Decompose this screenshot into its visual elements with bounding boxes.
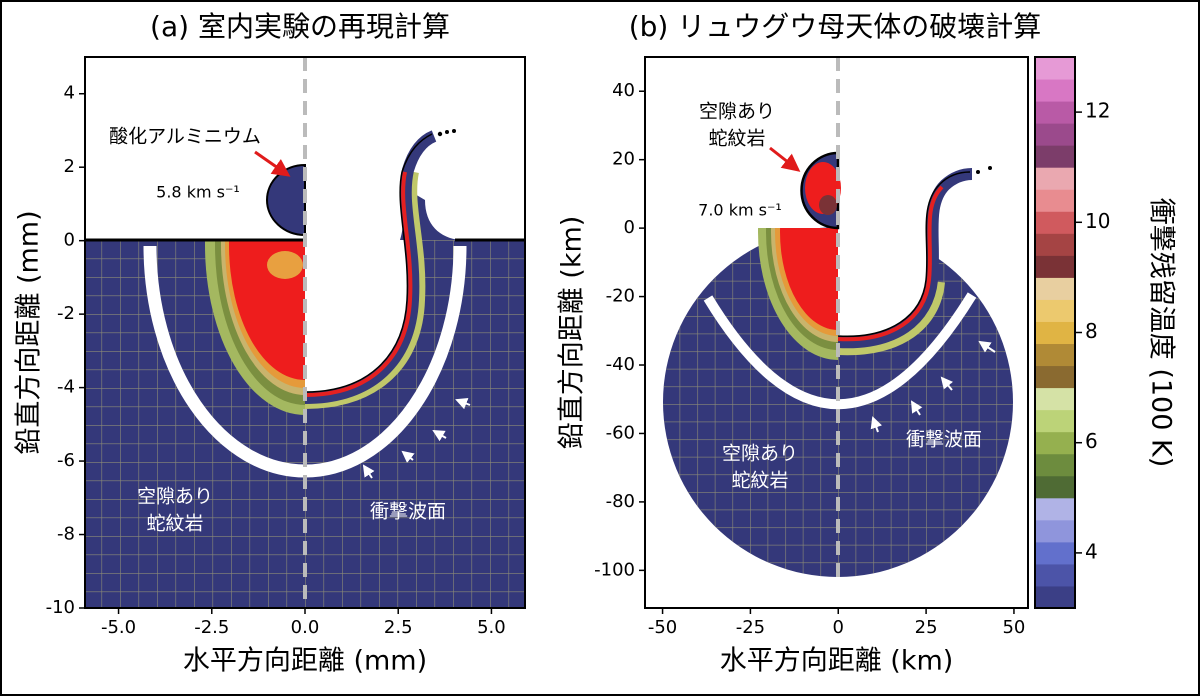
y-tick-label: -60 (606, 422, 635, 443)
y-axis-label: 鉛直方向距離 (mm) (14, 210, 45, 454)
colorbar-band (1035, 475, 1075, 499)
colorbar-tick-label: 10 (1085, 209, 1110, 233)
y-tick-label: -20 (606, 286, 635, 307)
colorbar-band (1035, 145, 1075, 168)
x-tick-label: -5.0 (101, 617, 136, 638)
annotation: 空隙あり (722, 443, 798, 465)
colorbar-band (1035, 189, 1075, 212)
x-tick-label: -50 (648, 617, 677, 638)
x-tick-label: -2.5 (194, 617, 229, 638)
colorbar-band (1035, 497, 1075, 521)
annotation: 7.0 km s⁻¹ (698, 201, 782, 220)
y-tick-label: -80 (606, 491, 635, 512)
y-tick-label: 2 (64, 156, 75, 177)
colorbar-band (1035, 79, 1075, 102)
y-tick-label: -4 (57, 377, 75, 398)
annotation: 空隙あり (137, 486, 213, 508)
y-tick-label: -100 (594, 559, 635, 580)
y-tick-label: 4 (64, 83, 75, 104)
colorbar-band (1035, 453, 1075, 477)
colorbar-tick-label: 8 (1085, 319, 1098, 343)
annotation: 空隙あり (699, 101, 775, 123)
colorbar-band (1035, 519, 1075, 543)
panel-title: (b) リュウグウ母天体の破壊計算 (629, 10, 1042, 43)
x-tick-label: 0 (833, 617, 844, 638)
y-tick-label: 0 (624, 217, 635, 238)
simulation-a (85, 57, 525, 608)
simulation-b (663, 57, 1013, 580)
colorbar-band (1035, 409, 1075, 433)
y-tick-label: -2 (57, 303, 75, 324)
colorbar-band (1035, 321, 1075, 345)
x-tick-label: 25 (915, 617, 938, 638)
colorbar-tick-label: 12 (1085, 99, 1110, 123)
colorbar-band (1035, 277, 1075, 300)
annotation: 衝撃波面 (906, 429, 982, 451)
colorbar-tick-label: 6 (1085, 429, 1098, 453)
x-tick-label: 50 (1002, 617, 1025, 638)
y-tick-label: -10 (46, 597, 75, 618)
colorbar-tick-label: 4 (1085, 539, 1098, 563)
panel-title: (a) 室内実験の再現計算 (150, 10, 450, 43)
plot-frame (644, 56, 1029, 609)
colorbar-band (1035, 167, 1075, 190)
annotation: 酸化アルミニウム (109, 126, 261, 148)
colorbar-band (1035, 255, 1075, 278)
y-tick-label: 20 (612, 149, 635, 170)
x-tick-label: 0.0 (291, 617, 320, 638)
x-tick-label: -25 (736, 617, 765, 638)
colorbar-band (1035, 431, 1075, 455)
colorbar-band (1035, 343, 1075, 367)
colorbar-band (1035, 365, 1075, 389)
annotation: 蛇紋岩 (708, 128, 765, 150)
annotation: 衝撃波面 (370, 501, 446, 523)
x-tick-label: 2.5 (384, 617, 413, 638)
colorbar-band (1035, 563, 1075, 587)
y-tick-label: 40 (612, 80, 635, 101)
y-tick-label: 0 (64, 230, 75, 251)
colorbar-band (1035, 299, 1075, 322)
x-axis-label: 水平方向距離 (mm) (183, 646, 427, 677)
colorbar-band (1035, 101, 1075, 124)
colorbar-band (1035, 387, 1075, 411)
colorbar-label: 衝撃残留温度 (100 K) (1146, 198, 1177, 467)
y-tick-label: -6 (57, 450, 75, 471)
annotation: 蛇紋岩 (146, 513, 203, 535)
annotation: 5.8 km s⁻¹ (156, 183, 240, 202)
colorbar-band (1035, 541, 1075, 565)
x-tick-label: 5.0 (477, 617, 506, 638)
annotation: 蛇紋岩 (731, 470, 788, 492)
colorbar-band (1035, 585, 1075, 609)
y-axis-label: 鉛直方向距離 (km) (557, 216, 588, 450)
y-tick-label: -8 (57, 524, 75, 545)
colorbar-band (1035, 211, 1075, 234)
colorbar-band (1035, 123, 1075, 146)
colorbar-band (1035, 233, 1075, 256)
y-tick-label: -40 (606, 354, 635, 375)
colorbar-band (1035, 57, 1075, 80)
x-axis-label: 水平方向距離 (km) (720, 646, 954, 677)
